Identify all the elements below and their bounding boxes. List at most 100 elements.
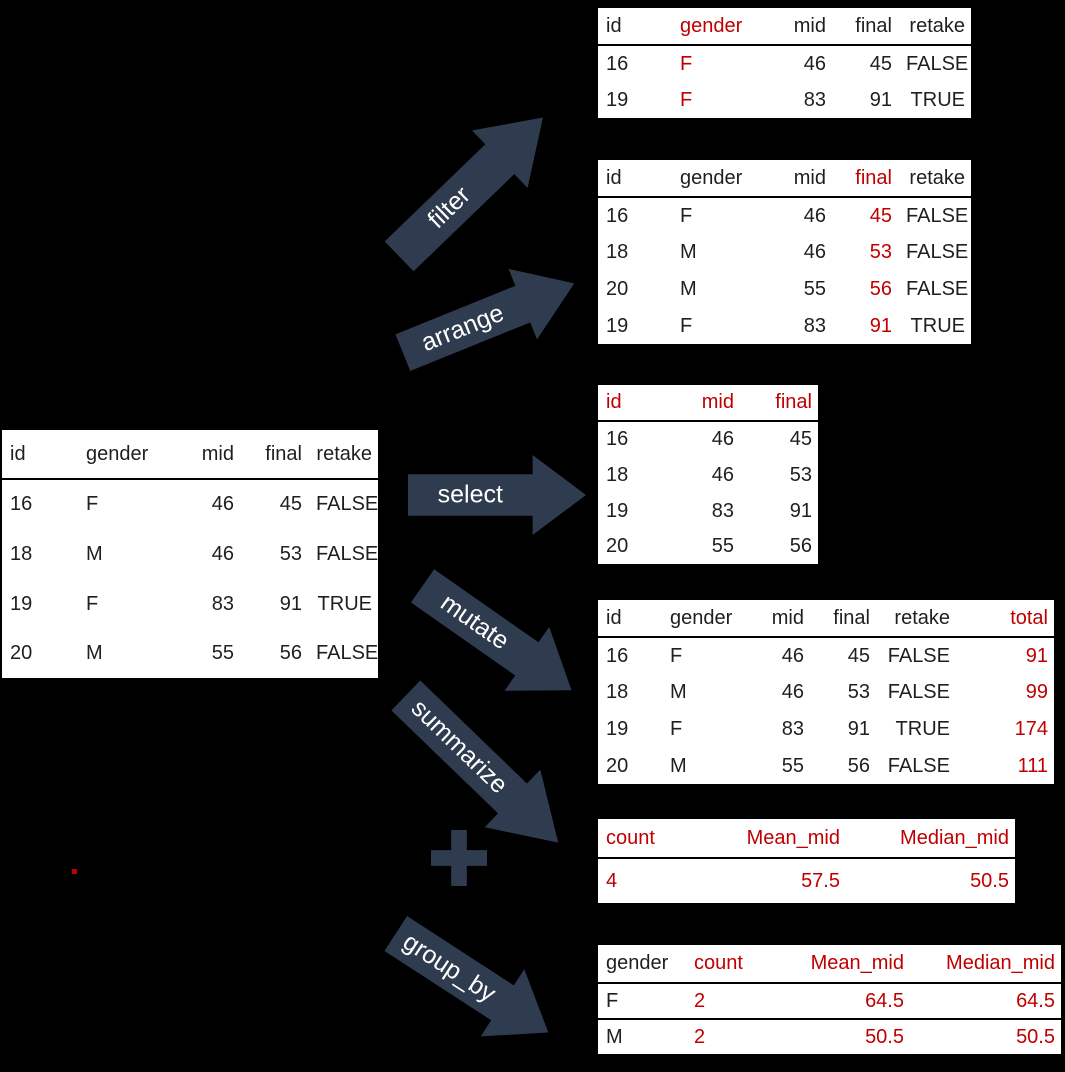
- table-cell: FALSE: [316, 493, 378, 515]
- table-cell: 19: [598, 308, 672, 346]
- column-header-gender: gender: [598, 943, 686, 984]
- table-cell: FALSE: [876, 748, 956, 786]
- select-grid: id mid final 16 46 45 18 46 53 19 83 91 20 55 56: [598, 383, 818, 566]
- table-cell: M: [680, 278, 697, 300]
- table-cell: 45: [847, 644, 870, 667]
- table-cell: 45: [279, 493, 302, 515]
- table-cell: M: [680, 241, 697, 263]
- table-cell: TRUE: [317, 592, 372, 615]
- table-cell: F: [606, 989, 619, 1012]
- table-cell: 16: [606, 428, 629, 450]
- header-row: gender count Mean_mid Median_mid: [598, 943, 1061, 984]
- table-row: 16 46 45: [598, 421, 818, 457]
- table-cell: M: [662, 748, 748, 786]
- column-header-mid: mid: [180, 428, 240, 480]
- filter-grid: id gender mid final retake 16 F 46 45 FALSE 19 F 83 9…: [598, 6, 971, 120]
- plus-icon: [431, 830, 487, 886]
- table-cell: 19: [606, 718, 629, 740]
- table-cell: 46: [803, 204, 826, 227]
- table-cell: 53: [869, 241, 892, 263]
- column-header-Median_mid: Median_mid: [846, 817, 1015, 859]
- table-cell: 91: [847, 718, 870, 740]
- table-row: 16 F 46 45 FALSE: [2, 479, 378, 529]
- table-cell: 18: [606, 463, 629, 486]
- table-cell: F: [670, 644, 683, 667]
- table-row: 16 F 46 45 FALSE 91: [598, 637, 1054, 674]
- table-row: 18 M 46 53 FALSE: [2, 529, 378, 579]
- table-cell: 50.5: [774, 1018, 910, 1056]
- table-cell: 18: [606, 241, 629, 263]
- table-cell: F: [672, 308, 772, 346]
- column-header-count: count: [598, 817, 694, 859]
- table-cell: TRUE: [895, 718, 950, 740]
- group-by-result-table: gender count Mean_mid Median_mid F 2 64.5 64.5 M…: [598, 943, 1061, 1056]
- table-cell: F: [86, 493, 99, 515]
- table-cell: 91: [832, 82, 898, 120]
- column-header-id: id: [598, 598, 662, 638]
- table-cell: 83: [781, 718, 804, 740]
- table-cell: FALSE: [887, 681, 950, 703]
- column-header-gender: gender: [672, 158, 772, 198]
- group_by-grid: gender count Mean_mid Median_mid F 2 64.5 64.5 M…: [598, 943, 1061, 1056]
- table-cell: 20: [606, 278, 629, 300]
- table-cell: FALSE: [906, 204, 969, 227]
- table-row: 19 F 83 91 TRUE: [598, 82, 971, 120]
- table-row: 19 F 83 91 TRUE: [2, 579, 378, 629]
- table-row: 20 M 55 56 FALSE: [598, 271, 971, 308]
- table-cell: 91: [832, 308, 898, 346]
- table-cell: 16: [10, 493, 33, 515]
- group-by-arrow: group_by: [374, 900, 570, 1066]
- arrange-arrow-label: arrange: [417, 298, 508, 358]
- column-header-mid: mid: [748, 598, 810, 638]
- table-cell: F: [680, 52, 693, 75]
- table-cell: 20: [2, 629, 78, 680]
- arrange-result-table: id gender mid final retake 16 F 46 45 FALSE 18 M 46 5…: [598, 158, 971, 346]
- table-cell: 56: [740, 529, 818, 566]
- table-cell: F: [86, 592, 99, 615]
- table-cell: 46: [211, 542, 234, 565]
- column-header-final: final: [832, 158, 898, 198]
- filter-arrow-label: filter: [422, 181, 476, 234]
- select-arrow-label: select: [437, 480, 503, 509]
- column-header-Median_mid: Median_mid: [910, 943, 1061, 984]
- table-cell: M: [78, 629, 180, 680]
- summarize-arrow: summarize: [378, 667, 586, 872]
- column-header-retake: retake: [308, 428, 378, 480]
- summarize-arrow-label: summarize: [405, 694, 514, 800]
- table-cell: TRUE: [898, 82, 971, 120]
- table-row: 18 M 46 53 FALSE 99: [598, 674, 1054, 711]
- table-cell: 16: [606, 644, 629, 667]
- table-cell: 45: [869, 204, 892, 227]
- table-cell: 19: [598, 82, 672, 120]
- column-header-gender: gender: [672, 6, 772, 46]
- table-cell: 19: [10, 592, 33, 615]
- column-header-Mean_mid: Mean_mid: [694, 817, 846, 859]
- header-row: count Mean_mid Median_mid: [598, 817, 1015, 859]
- table-cell: FALSE: [906, 278, 969, 300]
- column-header-final: final: [240, 428, 308, 480]
- table-row: 19 F 83 91 TRUE 174: [598, 711, 1054, 748]
- table-row: 16 F 46 45 FALSE: [598, 197, 971, 234]
- table-cell: 174: [1014, 718, 1048, 740]
- table-row: F 2 64.5 64.5: [598, 983, 1061, 1019]
- filter-result-table: id gender mid final retake 16 F 46 45 FALSE 19 F 83 9…: [598, 6, 971, 120]
- source-table: id gender mid final retake 16 F 46 45 FALSE 18 M 46 5…: [2, 428, 378, 680]
- table-cell: 56: [869, 278, 892, 300]
- table-cell: 45: [789, 428, 812, 450]
- mutate-result-table: id gender mid final retake total 16 F 46 45 FALSE 9…: [598, 598, 1054, 786]
- table-cell: 46: [781, 644, 804, 667]
- red-dot-artifact: [72, 869, 77, 874]
- column-header-mid: mid: [668, 383, 740, 422]
- column-header-final: final: [832, 6, 898, 46]
- column-header-mid: mid: [772, 158, 832, 198]
- table-row: 20 M 55 56 FALSE 111: [598, 748, 1054, 786]
- table-cell: 56: [810, 748, 876, 786]
- table-cell: 64.5: [1016, 989, 1055, 1012]
- table-cell: 4: [598, 858, 694, 905]
- source-grid: id gender mid final retake 16 F 46 45 FALSE 18 M 46 5…: [2, 428, 378, 680]
- table-cell: 53: [279, 542, 302, 565]
- table-cell: M: [670, 681, 687, 703]
- column-header-retake: retake: [898, 6, 971, 46]
- table-cell: 53: [847, 681, 870, 703]
